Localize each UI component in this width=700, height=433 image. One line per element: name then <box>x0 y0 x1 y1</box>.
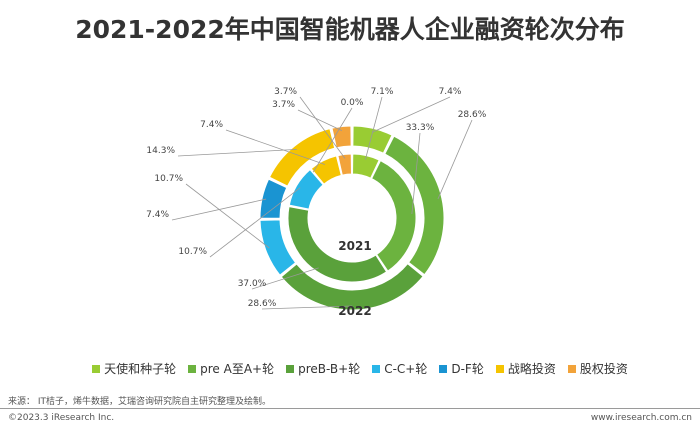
legend-item: C-C+轮 <box>372 360 427 377</box>
leader-line-2022-6 <box>297 109 343 131</box>
data-label-2022-6: 3.7% <box>272 100 295 110</box>
data-label-2021-2: 37.0% <box>238 279 267 289</box>
leader-line-2022-1 <box>437 119 473 200</box>
slice-2021-0 <box>352 153 380 179</box>
copyright-text: ©2023.3 iResearch Inc. <box>8 413 115 423</box>
legend-swatch <box>372 364 381 373</box>
leader-line-2021-2 <box>251 267 319 290</box>
chart-legend: 天使和种子轮 pre A至A+轮 preB-B+轮 C-C+轮 D-F轮 战略投资 股权投资 <box>80 360 640 377</box>
outer-ring-year-label: 2022 <box>338 304 371 318</box>
legend-label: 股权投资 <box>579 362 628 376</box>
data-label-2022-5: 14.3% <box>146 146 175 156</box>
legend-swatch <box>286 364 295 373</box>
data-label-2022-4: 7.4% <box>146 210 169 220</box>
legend-label: preB-B+轮 <box>298 362 361 376</box>
leader-line-2022-4 <box>171 198 267 221</box>
leader-line-2021-5 <box>225 129 326 165</box>
leader-line-2021-6 <box>299 96 346 159</box>
data-label-2021-0: 7.1% <box>371 87 394 97</box>
leader-line-2022-0 <box>371 96 451 133</box>
legend-swatch <box>439 364 448 373</box>
leader-line-2021-3 <box>209 187 301 258</box>
slice-2022-2 <box>280 262 424 311</box>
data-label-2021-3: 10.7% <box>178 247 207 257</box>
slice-2021-1 <box>370 160 417 272</box>
slice-2022-5 <box>268 128 336 187</box>
footer-divider <box>0 408 700 409</box>
data-label-2021-6: 3.7% <box>274 87 297 97</box>
leader-line-2021-1 <box>411 132 421 215</box>
website-text: www.iresearch.com.cn <box>590 413 692 423</box>
data-label-2022-3: 10.7% <box>154 174 183 184</box>
leader-line-2022-3 <box>185 183 270 249</box>
data-label-2022-2: 28.6% <box>248 299 277 309</box>
slice-2022-1 <box>384 135 445 276</box>
data-label-2022-1: 28.6% <box>458 110 487 120</box>
slice-2022-4 <box>259 178 288 219</box>
data-label-2021-1: 33.3% <box>406 123 435 133</box>
legend-item: 天使和种子轮 <box>92 360 176 377</box>
legend-swatch <box>567 364 576 373</box>
slice-2022-0 <box>352 125 393 154</box>
leader-line-2022-5 <box>177 149 297 157</box>
source-note: 来源： IT桔子，烯牛数据，艾瑞咨询研究院自主研究整理及绘制。 <box>8 397 272 407</box>
slice-2022-3 <box>259 219 297 276</box>
chart-title: 2021-2022年中国智能机器人企业融资轮次分布 <box>75 15 625 44</box>
leader-line-2021-0 <box>364 96 383 160</box>
leader-line-2022-2 <box>261 305 353 310</box>
legend-item: 战略投资 <box>495 360 556 377</box>
legend-label: D-F轮 <box>451 362 484 376</box>
legend-item: pre A至A+轮 <box>188 360 274 377</box>
leader-line-2021-4 <box>312 107 353 173</box>
data-label-2021-4: 0.0% <box>341 98 364 108</box>
legend-item: D-F轮 <box>439 360 484 377</box>
legend-swatch <box>495 364 504 373</box>
legend-swatch <box>188 364 197 373</box>
legend-label: C-C+轮 <box>384 362 428 376</box>
legend-item: preB-B+轮 <box>286 360 360 377</box>
legend-label: pre A至A+轮 <box>200 362 275 376</box>
legend-label: 天使和种子轮 <box>104 362 177 376</box>
legend-item: 股权投资 <box>567 360 628 377</box>
inner-ring-year-label: 2021 <box>338 239 371 253</box>
slice-2021-2 <box>287 206 388 283</box>
data-label-2021-5: 7.4% <box>200 120 223 130</box>
data-label-2022-0: 7.4% <box>439 87 462 97</box>
legend-label: 战略投资 <box>507 362 556 376</box>
slice-2022-6 <box>331 125 352 149</box>
legend-swatch <box>92 364 101 373</box>
